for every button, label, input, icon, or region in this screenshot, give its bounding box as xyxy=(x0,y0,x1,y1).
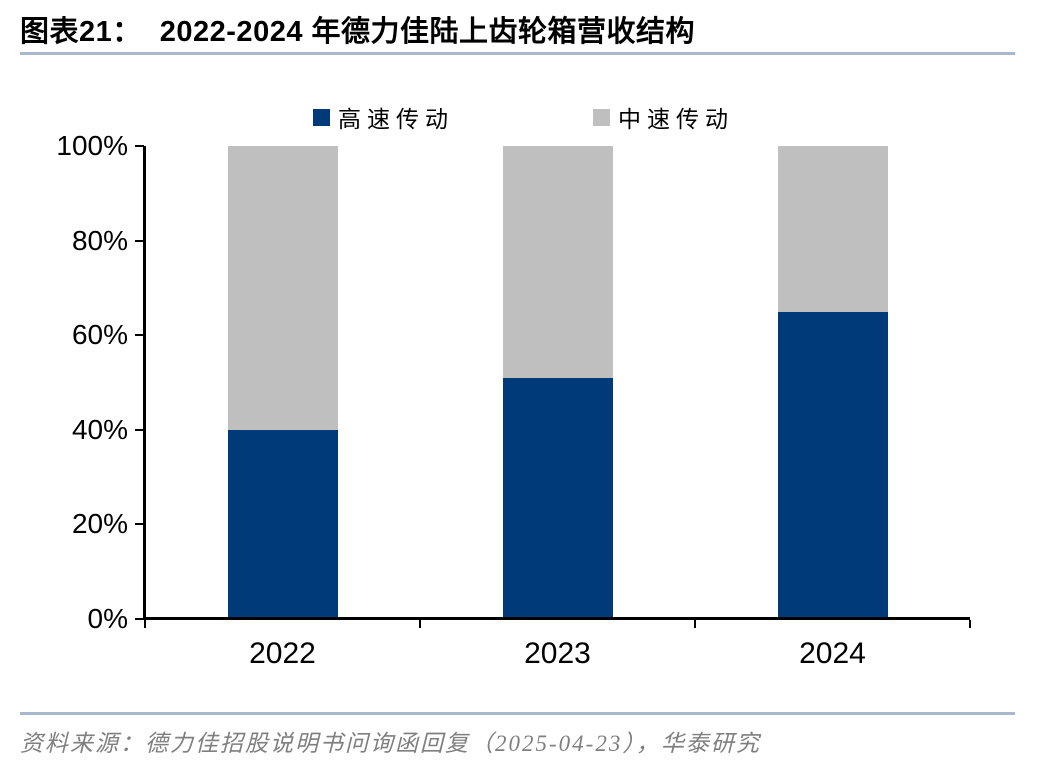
bar-segment-mid-speed xyxy=(777,146,888,312)
figure-label: 图表21： xyxy=(20,16,142,48)
legend-label-mid-speed: 中速传动 xyxy=(618,107,734,132)
figure-title-text: 2022-2024 年德力佳陆上齿轮箱营收结构 xyxy=(159,16,696,48)
x-axis-label: 2024 xyxy=(799,637,866,670)
y-axis-label: 40% xyxy=(71,413,128,445)
x-axis-label: 2023 xyxy=(524,637,591,670)
y-axis-tick xyxy=(135,618,144,620)
bar-segment-high-speed xyxy=(777,311,888,619)
x-axis-tick xyxy=(419,620,421,628)
source-note: 资料来源：德力佳招股说明书问询函回复（2025-04-23），华泰研究 xyxy=(20,731,761,756)
y-axis-tick xyxy=(135,145,144,147)
x-axis-line xyxy=(143,617,970,620)
legend-item-mid-speed: 中速传动 xyxy=(593,100,734,134)
y-axis-label: 0% xyxy=(87,603,128,634)
page-title: 图表21： 2022-2024 年德力佳陆上齿轮箱营收结构 xyxy=(20,8,1020,50)
legend-label-high-speed: 高速传动 xyxy=(338,107,454,132)
bar-segment-mid-speed xyxy=(227,146,338,430)
x-axis-tick xyxy=(969,620,971,628)
x-axis-tick xyxy=(144,620,146,628)
header-divider xyxy=(20,52,1015,55)
y-axis-tick xyxy=(135,239,144,242)
bar-segment-high-speed xyxy=(227,429,338,619)
legend-swatch-mid-speed-icon xyxy=(593,108,610,126)
bar-segment-high-speed xyxy=(502,377,613,619)
y-axis-label: 80% xyxy=(71,224,128,256)
x-axis-tick xyxy=(694,620,696,628)
y-axis-line xyxy=(143,146,146,620)
y-axis-label: 100% xyxy=(56,130,128,161)
y-axis-label: 20% xyxy=(71,508,128,540)
y-axis-tick xyxy=(135,428,144,431)
bar-segment-mid-speed xyxy=(502,146,613,378)
y-axis-tick xyxy=(135,523,144,526)
x-axis-label: 2022 xyxy=(249,637,316,670)
legend-item-high-speed: 高速传动 xyxy=(313,100,454,134)
footer-divider xyxy=(20,712,1015,715)
y-axis-tick xyxy=(135,334,144,337)
y-axis-label: 60% xyxy=(71,319,128,351)
legend-swatch-high-speed-icon xyxy=(313,108,330,126)
